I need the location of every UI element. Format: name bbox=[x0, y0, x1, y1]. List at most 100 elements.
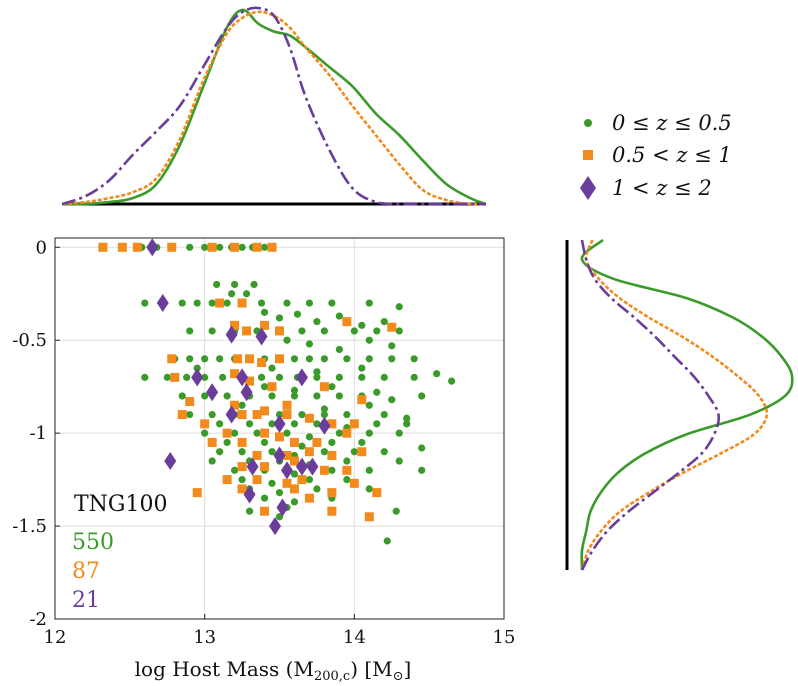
point-circle-164 bbox=[290, 498, 299, 506]
point-square-10 bbox=[260, 320, 270, 330]
point-square-46 bbox=[237, 437, 247, 447]
point-circle-65 bbox=[193, 364, 201, 372]
point-circle-114 bbox=[216, 420, 224, 428]
point-circle-98 bbox=[388, 396, 396, 404]
point-square-33 bbox=[252, 410, 262, 420]
point-circle-33 bbox=[358, 321, 366, 329]
point-circle-160 bbox=[275, 489, 284, 497]
point-square-58 bbox=[252, 475, 262, 485]
right-density-orange bbox=[580, 239, 769, 571]
point-circle-153 bbox=[365, 466, 373, 474]
point-circle-88 bbox=[373, 388, 381, 396]
point-circle-137 bbox=[268, 448, 276, 456]
point-circle-123 bbox=[231, 429, 239, 437]
series-diamond bbox=[146, 238, 331, 536]
point-circle-83 bbox=[433, 370, 441, 378]
point-circle-48 bbox=[365, 336, 373, 344]
point-circle-141 bbox=[380, 448, 388, 456]
point-square-62 bbox=[237, 484, 247, 494]
point-circle-53 bbox=[216, 355, 224, 363]
legend-label-1: 0.5 < z ≤ 1 bbox=[612, 143, 732, 167]
point-square-6 bbox=[252, 242, 262, 252]
point-square-37 bbox=[349, 419, 359, 429]
point-circle-120 bbox=[373, 420, 381, 428]
point-circle-111 bbox=[343, 410, 351, 419]
point-square-48 bbox=[282, 450, 292, 460]
point-circle-75 bbox=[257, 373, 266, 381]
point-circle-36 bbox=[208, 327, 216, 335]
point-diamond-11 bbox=[295, 368, 308, 387]
point-circle-103 bbox=[365, 401, 373, 409]
point-circle-139 bbox=[320, 448, 328, 456]
point-square-11 bbox=[230, 320, 240, 330]
point-circle-79 bbox=[335, 373, 343, 381]
y-tick-label-4: -2 bbox=[29, 609, 47, 630]
point-circle-96 bbox=[335, 392, 343, 400]
point-square-45 bbox=[207, 437, 217, 447]
point-circle-100 bbox=[238, 401, 246, 409]
point-circle-23 bbox=[283, 299, 291, 307]
point-square-44 bbox=[342, 428, 352, 438]
point-square-43 bbox=[312, 437, 322, 447]
point-circle-116 bbox=[268, 420, 276, 428]
point-circle-13 bbox=[228, 290, 236, 298]
point-circle-161 bbox=[313, 485, 321, 493]
point-square-35 bbox=[304, 413, 314, 423]
point-square-38 bbox=[200, 419, 210, 429]
x-tick-label-2: 14 bbox=[343, 627, 366, 648]
point-circle-34 bbox=[380, 318, 388, 326]
point-circle-76 bbox=[275, 373, 284, 381]
point-square-67 bbox=[304, 493, 314, 503]
point-circle-7 bbox=[238, 243, 246, 251]
point-circle-134 bbox=[358, 438, 366, 447]
point-square-61 bbox=[349, 478, 359, 488]
point-square-28 bbox=[230, 400, 240, 410]
point-square-53 bbox=[260, 462, 270, 472]
point-square-16 bbox=[167, 354, 177, 364]
y-tick-label-2: -1 bbox=[29, 423, 47, 444]
point-diamond-12 bbox=[164, 452, 177, 471]
point-circle-60 bbox=[320, 355, 328, 363]
point-diamond-16 bbox=[306, 457, 319, 476]
point-circle-158 bbox=[343, 476, 351, 484]
point-circle-154 bbox=[418, 466, 426, 474]
point-square-66 bbox=[192, 488, 202, 498]
point-circle-169 bbox=[275, 513, 284, 521]
point-square-2 bbox=[132, 242, 142, 252]
series-square bbox=[98, 242, 397, 522]
point-circle-41 bbox=[320, 327, 328, 335]
point-circle-29 bbox=[275, 314, 284, 322]
y-tick-label-1: -0.5 bbox=[12, 330, 47, 351]
point-circle-52 bbox=[201, 355, 209, 363]
point-square-56 bbox=[342, 465, 352, 475]
legend-marker-diamond bbox=[580, 176, 596, 200]
point-circle-69 bbox=[141, 373, 149, 381]
point-circle-156 bbox=[268, 479, 276, 487]
point-circle-62 bbox=[365, 355, 373, 363]
point-circle-168 bbox=[392, 507, 400, 515]
point-square-54 bbox=[289, 456, 299, 466]
point-circle-24 bbox=[305, 299, 314, 307]
data-points bbox=[98, 238, 456, 545]
point-circle-35 bbox=[186, 327, 194, 335]
top-marginal-density bbox=[61, 6, 487, 206]
point-circle-147 bbox=[343, 457, 351, 465]
point-diamond-4 bbox=[191, 368, 204, 387]
point-diamond-8 bbox=[225, 405, 238, 424]
point-circle-9 bbox=[260, 243, 269, 251]
point-circle-32 bbox=[335, 312, 343, 320]
point-circle-86 bbox=[290, 386, 299, 394]
point-square-64 bbox=[327, 488, 337, 498]
point-square-55 bbox=[319, 465, 329, 475]
point-square-25 bbox=[319, 382, 329, 392]
point-circle-104 bbox=[186, 410, 194, 419]
point-circle-44 bbox=[395, 327, 403, 335]
point-circle-121 bbox=[403, 420, 411, 428]
point-circle-95 bbox=[313, 392, 321, 400]
point-circle-155 bbox=[238, 476, 246, 484]
point-circle-18 bbox=[193, 299, 201, 307]
point-diamond-15 bbox=[295, 457, 308, 476]
point-square-65 bbox=[372, 488, 382, 498]
legend-label-2: 1 < z ≤ 2 bbox=[612, 176, 712, 200]
point-circle-163 bbox=[260, 494, 269, 502]
